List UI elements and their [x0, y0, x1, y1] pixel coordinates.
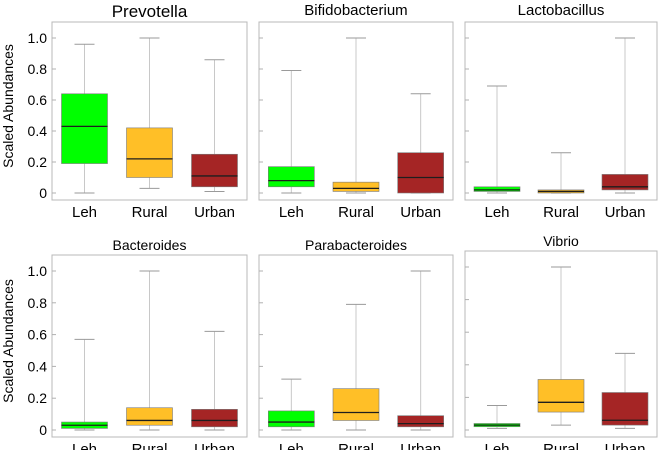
panel-prevotella: Prevotella 0 0.2 0.4 0.6 0.8 1.0 Scaled Abundan… — [0, 2, 248, 221]
x-tick-label: Rural — [543, 441, 579, 450]
y-tick-label: 0.2 — [28, 390, 48, 406]
x-tick-label: Urban — [194, 204, 235, 221]
box-leh — [61, 43, 108, 194]
box-iqr — [332, 181, 380, 192]
y-tick-label: 0.6 — [28, 327, 48, 343]
y-tick-label: 1.0 — [28, 263, 48, 279]
box-leh — [473, 405, 521, 429]
panel-title: Bacteroides — [113, 237, 187, 253]
y-tick-label: 0.6 — [28, 92, 48, 108]
x-tick-label: Leh — [484, 441, 509, 450]
box-iqr — [61, 93, 108, 164]
box-rural — [537, 266, 585, 426]
y-tick-label: 1.0 — [28, 30, 48, 46]
box-iqr — [397, 415, 444, 428]
box-leh — [268, 70, 315, 194]
y-tick-label: 0.8 — [28, 295, 48, 311]
box-iqr — [126, 127, 173, 178]
box-iqr — [601, 174, 649, 191]
x-tick-label: Urban — [400, 204, 441, 221]
box-urban — [601, 37, 649, 194]
box-iqr — [191, 409, 238, 428]
box-rural — [332, 37, 380, 194]
x-tick-label: Rural — [338, 441, 374, 450]
box-iqr — [268, 166, 315, 188]
box-leh — [473, 85, 521, 194]
x-tick-label: Rural — [132, 441, 168, 450]
box-leh — [61, 338, 108, 431]
y-tick-label: 0.4 — [28, 123, 48, 139]
box-rural — [126, 37, 173, 189]
x-tick-label: Rural — [543, 204, 579, 221]
x-tick-label: Urban — [605, 441, 646, 450]
box-iqr — [473, 186, 521, 192]
y-axis-label: Scaled Abundances — [0, 279, 16, 403]
y-tick-label: 0.2 — [28, 154, 48, 170]
panel-title: Prevotella — [112, 2, 188, 21]
y-tick-label: 0 — [39, 185, 47, 201]
box-rural — [537, 152, 585, 194]
box-urban — [397, 270, 444, 431]
panel-title: Vibrio — [543, 233, 579, 249]
panel-bacteroides: Bacteroides 0 0.2 0.4 0.6 0.8 1.0 Scaled Abunda… — [0, 237, 248, 450]
panel-vibrio: Vibrio Leh Rural Urban — [464, 233, 658, 450]
box-iqr — [191, 153, 238, 188]
x-tick-label: Urban — [400, 441, 441, 450]
box-iqr — [126, 407, 173, 426]
box-rural — [126, 270, 173, 431]
x-tick-label: Leh — [72, 441, 97, 450]
x-tick-label: Rural — [338, 204, 374, 221]
x-tick-label: Leh — [279, 204, 304, 221]
panel-parabacteroides: Parabacteroides Leh Rural Urban — [258, 237, 454, 450]
box-leh — [268, 378, 315, 431]
panel-title: Lactobacillus — [518, 2, 605, 19]
box-iqr — [537, 379, 585, 413]
y-tick-label: 0 — [39, 422, 47, 438]
box-urban — [191, 330, 238, 431]
panel-bifidobacterium: Bifidobacterium Leh Rural Urban — [258, 2, 454, 221]
x-tick-label: Leh — [279, 441, 304, 450]
box-iqr — [332, 388, 380, 421]
y-tick-label: 0.4 — [28, 358, 48, 374]
x-tick-label: Urban — [194, 441, 235, 450]
x-tick-label: Urban — [605, 204, 646, 221]
x-tick-label: Leh — [72, 204, 97, 221]
box-iqr — [397, 152, 444, 194]
y-tick-label: 0.8 — [28, 61, 48, 77]
y-axis-label: Scaled Abundances — [0, 44, 16, 168]
panel-title: Bifidobacterium — [304, 2, 407, 19]
box-iqr — [268, 410, 315, 428]
box-urban — [191, 59, 238, 192]
box-urban — [397, 93, 444, 194]
box-rural — [332, 303, 380, 431]
x-tick-label: Leh — [484, 204, 509, 221]
box-urban — [601, 352, 649, 429]
x-tick-label: Rural — [132, 204, 168, 221]
panel-lactobacillus: Lactobacillus Leh Rural Urban — [464, 2, 658, 221]
panel-title: Parabacteroides — [305, 237, 407, 253]
